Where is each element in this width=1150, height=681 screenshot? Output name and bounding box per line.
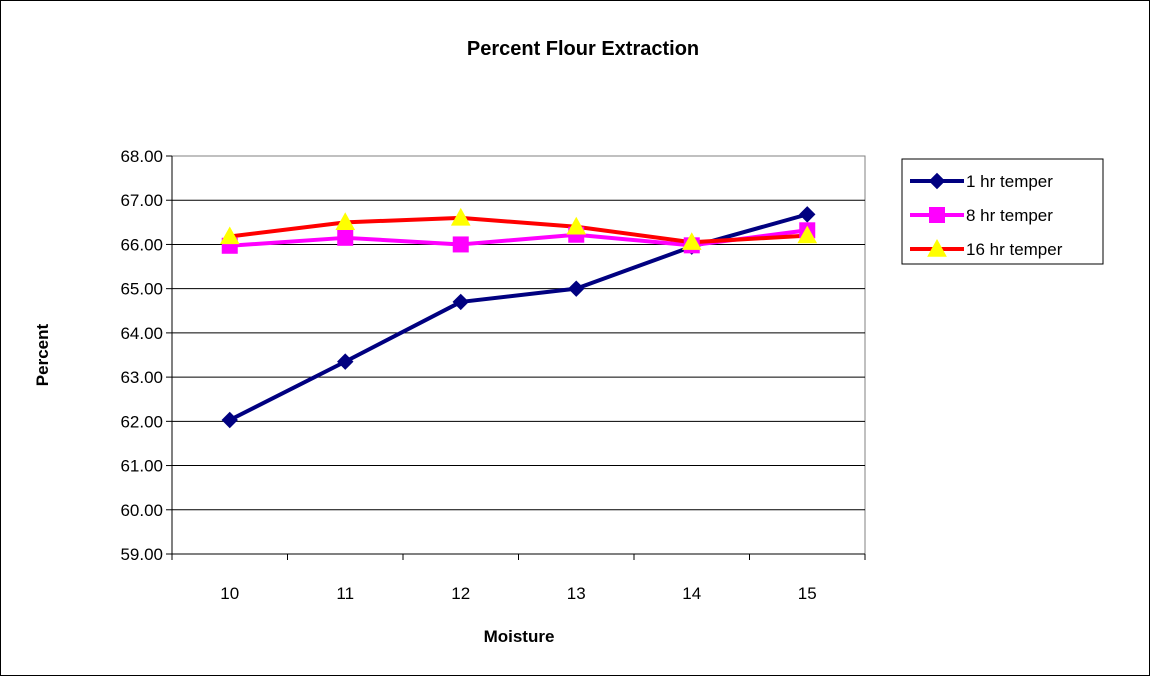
x-tick-label: 11 [336,584,354,603]
chart-title: Percent Flour Extraction [467,38,699,60]
x-tick-label: 15 [798,584,817,603]
data-point-1 [452,236,469,253]
data-point-0 [799,206,816,223]
y-tick-label: 60.00 [120,501,163,520]
legend-items: 1 hr temper 8 hr temper 16 hr temper [910,172,1063,259]
data-point-1 [337,229,354,246]
legend: 1 hr temper 8 hr temper 16 hr temper [901,158,1104,265]
y-tick-label: 63.00 [120,368,163,387]
legend-label: 8 hr temper [966,206,1053,225]
legend-marker-2 [927,238,947,257]
legend-label: 16 hr temper [966,240,1063,259]
x-tick-label: 14 [682,584,701,603]
x-tick-label: 12 [451,584,470,603]
y-tick-label: 65.00 [120,280,163,299]
data-point-0 [337,353,354,370]
axis-ticks: 59.00 60.00 61.00 62.00 63.00 64.00 65.00 66.00… [120,147,866,603]
legend-marker-1 [929,207,945,223]
x-tick-label: 10 [220,584,239,603]
legend-marker-0 [928,172,946,190]
y-tick-label: 61.00 [120,457,163,476]
data-point-2 [566,216,587,235]
data-point-2 [219,226,240,245]
data-point-2 [450,207,471,226]
data-point-0 [568,280,585,297]
x-axis-title: Moisture [484,627,555,646]
legend-label: 1 hr temper [966,172,1053,191]
y-tick-label: 66.00 [120,235,163,254]
gridlines [172,199,865,511]
data-point-0 [452,293,469,311]
y-tick-label: 67.00 [120,191,163,210]
y-tick-label: 64.00 [120,324,163,343]
x-tick-label: 13 [567,584,586,603]
data-point-2 [335,212,356,231]
plot-area [171,155,866,555]
y-tick-label: 62.00 [120,412,163,431]
y-tick-label: 59.00 [120,545,163,564]
data-point-2 [797,225,818,244]
data-point-2 [681,232,702,250]
series-lines [219,206,818,429]
series-line-2 [229,215,808,245]
data-point-0 [221,411,238,429]
y-axis-title: Percent [33,323,52,386]
y-tick-label: 68.00 [120,147,163,166]
